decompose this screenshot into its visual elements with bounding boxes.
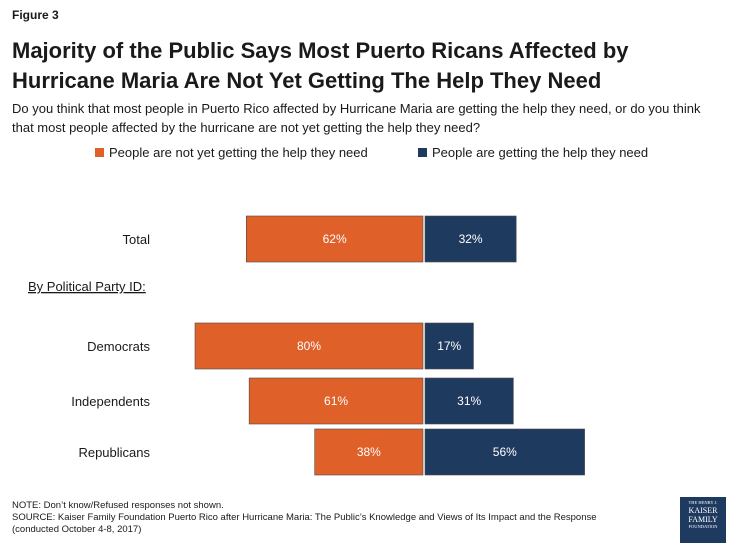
logo-line: FOUNDATION bbox=[688, 524, 718, 529]
footnote: NOTE: Don’t know/Refused responses not s… bbox=[12, 500, 652, 536]
chart-plot: By Political Party ID: Total 62% 32% Democra… bbox=[28, 215, 585, 476]
data-label-not-getting-help-democrats: 80% bbox=[297, 339, 321, 353]
legend-label: People are getting the help they need bbox=[432, 145, 649, 160]
bar-not-getting-help-republicans bbox=[314, 428, 424, 476]
chart-subtitle: Do you think that most people in Puerto … bbox=[12, 101, 701, 135]
data-label-getting-help-independents: 31% bbox=[457, 394, 481, 408]
data-label-not-getting-help-republicans: 38% bbox=[357, 445, 381, 459]
legend-swatch-navy bbox=[418, 148, 427, 157]
source-text: SOURCE: Kaiser Family Foundation Puerto … bbox=[12, 512, 597, 523]
bar-getting-help-democrats bbox=[424, 322, 474, 370]
data-label-not-getting-help-total: 62% bbox=[323, 232, 347, 246]
category-label-republicans: Republicans bbox=[78, 445, 150, 460]
bar-getting-help-republicans bbox=[424, 428, 585, 476]
data-label-not-getting-help-independents: 61% bbox=[324, 394, 348, 408]
source-dates: (conducted October 4-8, 2017) bbox=[12, 524, 142, 535]
bar-not-getting-help-independents bbox=[248, 377, 424, 425]
bar-not-getting-help-total bbox=[246, 215, 424, 263]
bar-getting-help-independents bbox=[424, 377, 514, 425]
bar-not-getting-help-democrats bbox=[194, 322, 424, 370]
figure-label: Figure 3 bbox=[12, 8, 59, 22]
logo-line: THE HENRY J. bbox=[688, 500, 718, 505]
legend-label: People are not yet getting the help they… bbox=[109, 145, 368, 160]
data-label-getting-help-total: 32% bbox=[459, 232, 483, 246]
category-label-total: Total bbox=[123, 232, 151, 247]
logo-line: FAMILY bbox=[688, 515, 718, 524]
legend-item-not-getting-help: People are not yet getting the help they… bbox=[95, 145, 368, 160]
legend-swatch-orange bbox=[95, 148, 104, 157]
kff-logo: THE HENRY J. KAISER FAMILY FOUNDATION bbox=[680, 497, 726, 543]
data-label-getting-help-republicans: 56% bbox=[493, 445, 517, 459]
note-text: NOTE: Don’t know/Refused responses not s… bbox=[12, 500, 224, 511]
logo-line: KAISER bbox=[688, 506, 718, 515]
category-label-independents: Independents bbox=[71, 394, 150, 409]
data-label-getting-help-democrats: 17% bbox=[437, 339, 461, 353]
bar-getting-help-total bbox=[424, 215, 517, 263]
chart-title: Majority of the Public Says Most Puerto … bbox=[12, 38, 629, 93]
category-label-democrats: Democrats bbox=[87, 339, 150, 354]
legend-item-getting-help: People are getting the help they need bbox=[418, 145, 648, 160]
group-heading: By Political Party ID: bbox=[28, 279, 146, 294]
